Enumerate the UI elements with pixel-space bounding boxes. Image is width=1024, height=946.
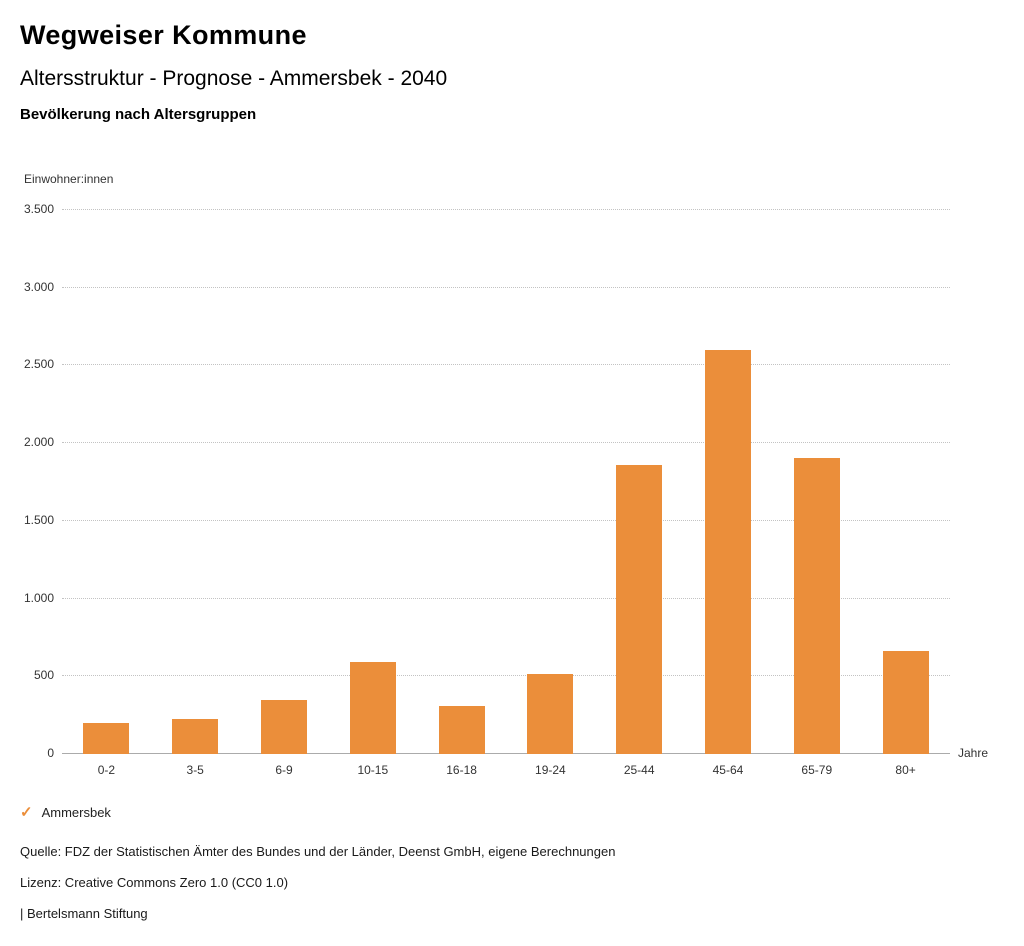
y-tick-label: 1.500	[23, 512, 54, 527]
gridline	[62, 753, 950, 754]
bar-0-2[interactable]	[83, 722, 130, 754]
bar-65-79[interactable]	[793, 457, 840, 754]
bar-column	[151, 210, 240, 754]
y-axis-title: Einwohner:innen	[24, 172, 114, 186]
bar-10-15[interactable]	[349, 662, 396, 754]
bar-column	[861, 210, 950, 754]
chart-title: Bevölkerung nach Altersgruppen	[20, 106, 257, 123]
x-axis-labels: 0-2 3-5 6-9 10-15 16-18 19-24 25-44 45-64 65-79 8…	[62, 763, 950, 777]
bar-column	[772, 210, 861, 754]
bar-column	[595, 210, 684, 754]
y-tick-label: 3.000	[23, 279, 54, 294]
gridline	[62, 364, 950, 366]
app-title: Wegweiser Kommune	[20, 20, 307, 50]
gridline	[62, 519, 950, 521]
gridline	[62, 286, 950, 288]
y-tick-label: 1.000	[23, 590, 54, 605]
bar-column	[417, 210, 506, 754]
x-tick-label: 25-44	[623, 763, 655, 777]
x-tick-label: 80+	[895, 763, 916, 777]
bar-80+[interactable]	[882, 651, 929, 754]
bar-45-64[interactable]	[704, 349, 751, 754]
footer-source: Quelle: FDZ der Statistischen Ämter des …	[20, 844, 616, 859]
legend-item-ammersbek[interactable]: ✓ Ammersbek	[20, 803, 111, 821]
y-tick-label: 2.000	[23, 435, 54, 450]
footer-license: Lizenz: Creative Commons Zero 1.0 (CC0 1…	[20, 875, 289, 890]
gridline	[62, 209, 950, 210]
x-axis-title: Jahre	[958, 746, 989, 760]
bar-column	[506, 210, 595, 754]
y-tick-label: 3.500	[23, 202, 54, 216]
bar-column	[328, 210, 417, 754]
legend-label: Ammersbek	[41, 804, 111, 820]
bar-16-18[interactable]	[438, 705, 485, 754]
gridline	[62, 675, 950, 677]
bar-3-5[interactable]	[172, 719, 219, 754]
bar-column	[684, 210, 773, 754]
x-tick-label: 6-9	[275, 763, 293, 777]
bar-25-44[interactable]	[616, 464, 663, 754]
bars-layer	[62, 210, 950, 754]
bar-column	[240, 210, 329, 754]
bar-19-24[interactable]	[527, 673, 574, 754]
check-icon: ✓	[20, 804, 33, 821]
gridline	[62, 597, 950, 599]
x-tick-label: 16-18	[446, 763, 477, 777]
x-tick-label: 10-15	[357, 763, 389, 777]
bar-column	[62, 210, 151, 754]
gridline	[62, 442, 950, 444]
x-tick-label: 45-64	[712, 763, 744, 777]
page-subtitle: Altersstruktur - Prognose - Ammersbek - …	[20, 67, 448, 90]
x-tick-label: 19-24	[535, 763, 566, 777]
y-tick-label: 2.500	[23, 357, 54, 372]
footer-brand: | Bertelsmann Stiftung	[20, 906, 148, 921]
bar-6-9[interactable]	[260, 699, 307, 754]
bar-chart-plot-area: 0 500 1.000 1.500 2.000 2.500 3.000 3.500 0-2 3-…	[24, 202, 988, 777]
x-tick-label: 0-2	[97, 763, 116, 777]
x-tick-label: 65-79	[801, 763, 833, 777]
y-tick-label: 0	[47, 746, 54, 760]
x-tick-label: 3-5	[186, 763, 204, 777]
y-tick-label: 500	[33, 668, 54, 683]
